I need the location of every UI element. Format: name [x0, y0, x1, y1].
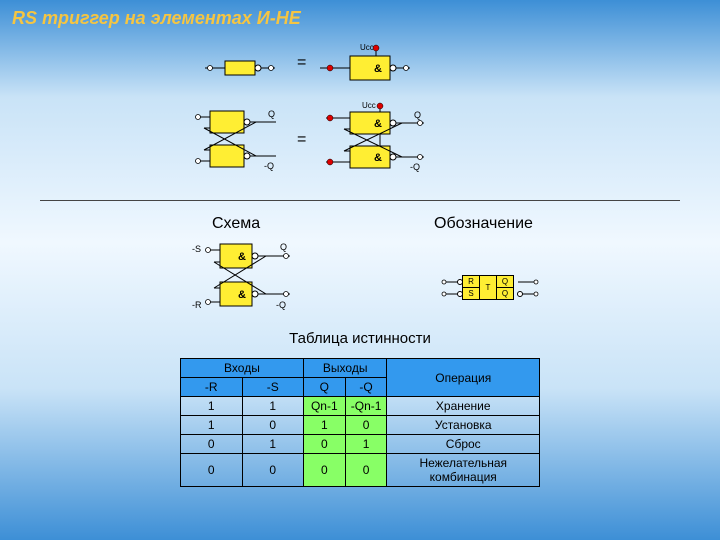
- cell-in: 0: [242, 454, 303, 487]
- svg-text:-S: -S: [192, 244, 201, 254]
- cell-in: 1: [242, 435, 303, 454]
- cell-out: Qn-1: [303, 397, 345, 416]
- th-nq: -Q: [345, 378, 387, 397]
- svg-text:Q: Q: [414, 110, 421, 120]
- cell-in: 1: [181, 416, 243, 435]
- simple-gate-left: [205, 53, 275, 83]
- powered-latch: Ucc & Q & -Q: [320, 100, 430, 180]
- cell-op: Нежелательная комбинация: [387, 454, 540, 487]
- svg-text:-Q: -Q: [276, 300, 286, 310]
- powered-gate-right: Ucc &: [320, 42, 410, 88]
- svg-text:&: &: [374, 63, 382, 75]
- cell-op: Сброс: [387, 435, 540, 454]
- heading-schema: Схема: [212, 215, 260, 233]
- sym-q: Q: [497, 276, 514, 288]
- rs-symbol-table: R T Q S Q: [462, 275, 514, 300]
- table-row: 11Qn-1-Qn-1Хранение: [181, 397, 540, 416]
- truth-table-title: Таблица истинности: [0, 330, 720, 347]
- svg-text:-Q: -Q: [264, 161, 274, 171]
- th-ns: -S: [242, 378, 303, 397]
- simple-latch: Q -Q: [190, 105, 280, 175]
- cell-out: 0: [345, 454, 387, 487]
- rs-symbol: R T Q S Q: [440, 272, 540, 304]
- table-row: 0101Сброс: [181, 435, 540, 454]
- rs-schema-diagram: -S & Q -R & -Q: [190, 238, 300, 316]
- page-title: RS триггер на элементах И-НЕ: [12, 8, 301, 29]
- equals-2: =: [297, 131, 306, 149]
- th-nr: -R: [181, 378, 243, 397]
- th-outputs: Выходы: [303, 359, 387, 378]
- cell-op: Хранение: [387, 397, 540, 416]
- cell-in: 1: [181, 397, 243, 416]
- svg-text:&: &: [238, 289, 246, 301]
- cell-in: 1: [242, 397, 303, 416]
- truth-table: Входы Выходы Операция -R -S Q -Q 11Qn-1-…: [180, 358, 540, 487]
- heading-symbol: Обозначение: [434, 215, 533, 233]
- sym-nq: Q: [497, 288, 514, 300]
- section-divider: [40, 200, 680, 201]
- svg-text:Q: Q: [268, 109, 275, 119]
- truth-tbody: 11Qn-1-Qn-1Хранение1010Установка0101Сбро…: [181, 397, 540, 487]
- cell-out: -Qn-1: [345, 397, 387, 416]
- cell-in: 0: [242, 416, 303, 435]
- table-row: 1010Установка: [181, 416, 540, 435]
- th-op: Операция: [387, 359, 540, 397]
- cell-out: 0: [345, 416, 387, 435]
- sym-s: S: [463, 288, 480, 300]
- ucc-label: Ucc: [360, 43, 374, 52]
- svg-text:Q: Q: [280, 242, 287, 252]
- cell-out: 0: [303, 435, 345, 454]
- cell-in: 0: [181, 454, 243, 487]
- cell-out: 1: [303, 416, 345, 435]
- sym-t: T: [480, 276, 497, 300]
- row-equiv-latch: Q -Q = Ucc & Q & -Q: [0, 100, 720, 180]
- cell-in: 0: [181, 435, 243, 454]
- svg-text:&: &: [374, 118, 382, 130]
- svg-text:Ucc: Ucc: [362, 101, 376, 110]
- row-equiv-single: = Ucc &: [0, 38, 720, 88]
- cell-op: Установка: [387, 416, 540, 435]
- th-q: Q: [303, 378, 345, 397]
- sym-r: R: [463, 276, 480, 288]
- svg-text:&: &: [238, 251, 246, 263]
- svg-text:-Q: -Q: [410, 162, 420, 172]
- svg-text:&: &: [374, 152, 382, 164]
- equals-1: =: [297, 54, 306, 72]
- svg-text:-R: -R: [192, 300, 202, 310]
- cell-out: 1: [345, 435, 387, 454]
- table-row: 0000Нежелательная комбинация: [181, 454, 540, 487]
- truth-header-row1: Входы Выходы Операция: [181, 359, 540, 378]
- cell-out: 0: [303, 454, 345, 487]
- th-inputs: Входы: [181, 359, 304, 378]
